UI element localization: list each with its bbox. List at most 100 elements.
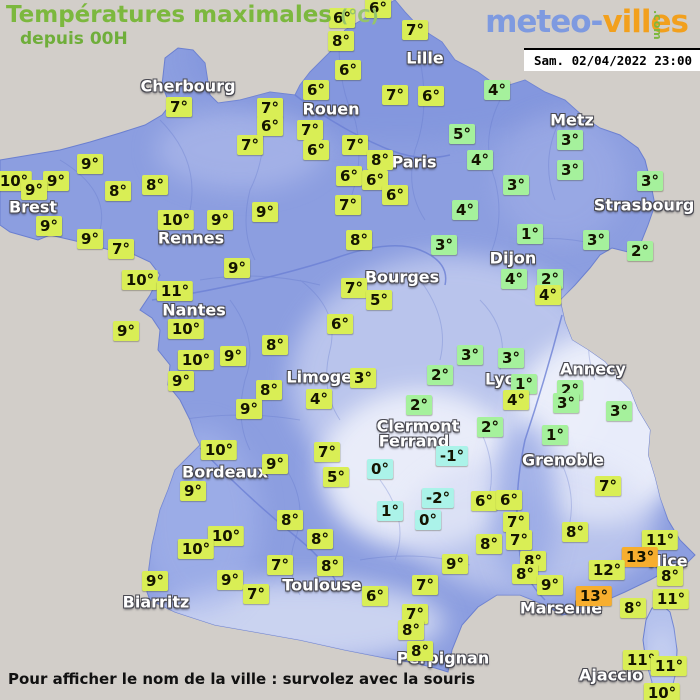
temp-label[interactable]: 4° [501, 269, 527, 289]
temp-label[interactable]: 3° [457, 345, 483, 365]
temp-label[interactable]: 8° [142, 175, 168, 195]
temp-label[interactable]: 7° [402, 604, 428, 624]
temp-label[interactable]: 3° [503, 175, 529, 195]
temp-label[interactable]: 7° [341, 278, 367, 298]
temp-label[interactable]: 1° [542, 425, 568, 445]
temp-label[interactable]: 8° [317, 556, 343, 576]
temp-label[interactable]: 6° [303, 80, 329, 100]
temp-label[interactable]: 4° [306, 389, 332, 409]
temp-label[interactable]: 10° [177, 539, 215, 559]
temp-label[interactable]: -1° [435, 446, 469, 466]
temp-label[interactable]: 10° [177, 350, 215, 370]
temp-label[interactable]: 10° [167, 319, 205, 339]
temp-label[interactable]: 9° [21, 180, 47, 200]
temp-label[interactable]: 10° [157, 210, 195, 230]
temp-label[interactable]: 11° [650, 656, 688, 676]
temp-label[interactable]: 9° [442, 554, 468, 574]
temp-label[interactable]: 9° [180, 481, 206, 501]
temp-label[interactable]: 4° [452, 200, 478, 220]
temp-label[interactable]: 7° [402, 20, 428, 40]
temp-label[interactable]: 6° [418, 86, 444, 106]
temp-label[interactable]: 4° [467, 150, 493, 170]
temp-label[interactable]: 3° [583, 230, 609, 250]
temp-label[interactable]: 10° [121, 270, 159, 290]
temp-label[interactable]: 7° [382, 85, 408, 105]
temp-label[interactable]: 7° [166, 97, 192, 117]
temp-label[interactable]: 6° [327, 314, 353, 334]
temp-label[interactable]: 8° [512, 564, 538, 584]
temp-label[interactable]: 9° [77, 229, 103, 249]
temp-label[interactable]: 8° [328, 31, 354, 51]
temp-label[interactable]: 8° [476, 534, 502, 554]
temp-label[interactable]: 9° [224, 258, 250, 278]
temp-label[interactable]: 9° [207, 210, 233, 230]
temp-label[interactable]: 9° [217, 570, 243, 590]
temp-label[interactable]: 9° [36, 216, 62, 236]
temp-label[interactable]: 7° [503, 512, 529, 532]
temp-label[interactable]: 9° [113, 321, 139, 341]
temp-label[interactable]: 9° [252, 202, 278, 222]
temp-label[interactable]: 2° [627, 241, 653, 261]
temp-label[interactable]: 9° [262, 454, 288, 474]
temp-label[interactable]: 7° [257, 98, 283, 118]
temp-label[interactable]: 6° [257, 116, 283, 136]
temp-label[interactable]: 3° [557, 130, 583, 150]
temp-label[interactable]: 6° [329, 8, 355, 28]
temp-label[interactable]: -2° [421, 488, 455, 508]
temp-label[interactable]: 4° [503, 390, 529, 410]
temp-label[interactable]: 11° [622, 650, 660, 670]
temp-label[interactable]: 4° [535, 285, 561, 305]
temp-label[interactable]: 5° [366, 290, 392, 310]
temp-label[interactable]: 3° [557, 160, 583, 180]
temp-label[interactable]: 8° [307, 529, 333, 549]
temp-label[interactable]: 6° [362, 586, 388, 606]
temp-label[interactable]: 7° [237, 135, 263, 155]
temp-label[interactable]: 6° [365, 0, 391, 18]
temp-label[interactable]: 1° [511, 374, 537, 394]
temp-label[interactable]: 6° [336, 166, 362, 186]
temp-label[interactable]: 6° [496, 490, 522, 510]
temp-label[interactable]: 12° [588, 560, 626, 580]
temp-label[interactable]: 8° [620, 598, 646, 618]
temp-label[interactable]: 8° [562, 522, 588, 542]
temp-label[interactable]: 9° [537, 575, 563, 595]
temp-label[interactable]: 0° [367, 459, 393, 479]
temp-label[interactable]: 0° [415, 510, 441, 530]
temp-label[interactable]: 7° [108, 239, 134, 259]
meteo-villes-logo[interactable]: meteo-villes .com [485, 4, 689, 40]
temp-label[interactable]: 8° [105, 181, 131, 201]
temp-label[interactable]: 1° [377, 501, 403, 521]
temp-label[interactable]: 5° [449, 124, 475, 144]
temp-label[interactable]: 8° [346, 230, 372, 250]
temp-label[interactable]: 8° [398, 620, 424, 640]
temp-label[interactable]: 3° [498, 348, 524, 368]
temp-label[interactable]: 7° [342, 135, 368, 155]
temp-label[interactable]: 3° [553, 393, 579, 413]
temp-label[interactable]: 10° [200, 440, 238, 460]
temp-label[interactable]: 7° [595, 476, 621, 496]
temp-label[interactable]: 2° [406, 395, 432, 415]
temp-label[interactable]: 11° [156, 281, 194, 301]
temp-label[interactable]: 7° [297, 120, 323, 140]
temp-label[interactable]: 6° [335, 60, 361, 80]
temp-label[interactable]: 9° [220, 346, 246, 366]
temp-label[interactable]: 9° [168, 371, 194, 391]
temp-label[interactable]: 7° [314, 442, 340, 462]
temp-label[interactable]: 7° [335, 195, 361, 215]
temp-label[interactable]: 3° [431, 235, 457, 255]
temp-label[interactable]: 1° [517, 224, 543, 244]
temp-label[interactable]: 9° [142, 571, 168, 591]
temp-label[interactable]: 8° [367, 150, 393, 170]
temp-label[interactable]: 9° [236, 399, 262, 419]
temp-label[interactable]: 3° [606, 401, 632, 421]
temp-label[interactable]: 11° [641, 530, 679, 550]
temp-label[interactable]: 2° [537, 269, 563, 289]
temp-label[interactable]: 13° [621, 547, 659, 567]
temp-label[interactable]: 9° [43, 171, 69, 191]
temp-label[interactable]: 8° [262, 335, 288, 355]
temp-label[interactable]: 2° [427, 365, 453, 385]
temp-label[interactable]: 8° [277, 510, 303, 530]
temp-label[interactable]: 8° [407, 641, 433, 661]
temp-label[interactable]: 8° [256, 380, 282, 400]
